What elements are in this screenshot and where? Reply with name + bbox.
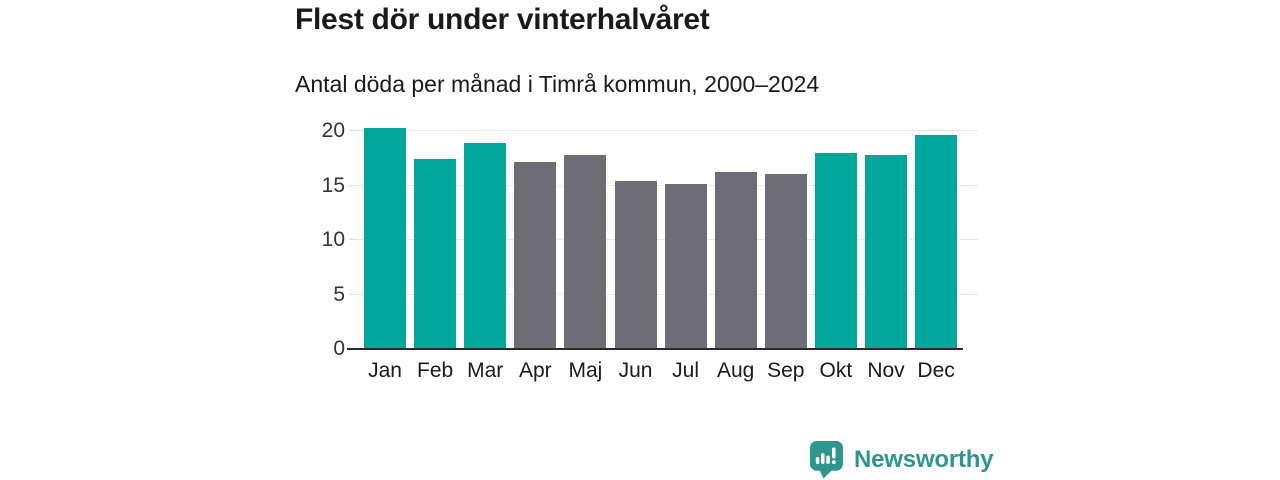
chart-title: Flest dör under vinterhalvåret [295,3,710,36]
bar-okt [814,152,857,349]
x-tick-label-dec: Dec [917,359,955,382]
x-tick-label-aug: Aug [717,359,755,382]
bar-maj [564,154,607,349]
bar-sep [764,173,807,349]
x-tick-label-feb: Feb [417,359,454,382]
x-tick-label-sep: Sep [767,359,805,382]
x-tick-label-jan: Jan [368,359,402,382]
bar-feb [414,159,457,349]
bar-nov [865,154,907,349]
brand-footer: Newsworthy [808,440,994,479]
x-tick-label-mar: Mar [467,359,504,382]
newsworthy-logo-icon [809,440,844,479]
x-tick-label-maj: Maj [568,359,603,382]
chart-subtitle: Antal döda per månad i Timrå kommun, 200… [295,71,820,97]
y-tick-mark-10 [349,239,355,240]
bar-jul [664,184,707,349]
y-tick-mark-15 [349,184,355,186]
bar-apr [514,161,557,349]
bar-aug [714,172,757,349]
y-tick-label-15: 15 [321,173,345,197]
x-tick-label-nov: Nov [867,359,905,382]
brand-name: Newsworthy [854,445,994,473]
x-tick-label-jul: Jul [672,359,700,382]
y-tick-label-20: 20 [321,119,345,142]
bar-jun [614,181,657,349]
x-tick-label-okt: Okt [819,359,853,382]
x-axis-line [347,348,963,350]
y-tick-mark-5 [349,293,355,295]
y-tick-label-5: 5 [333,282,345,306]
x-tick-label-jun: Jun [618,359,653,382]
bar-jan [364,127,406,349]
x-tick-label-apr: Apr [518,359,552,382]
y-tick-mark-20 [349,130,355,131]
bar-dec [915,135,958,349]
y-tick-label-0: 0 [333,337,345,360]
bar-chart: 0 5 10 15 20 Jan Feb Mar Apr Maj Jun Jul Aug Sep Okt N… [322,119,978,382]
gridline-20 [355,130,978,131]
bar-mar [464,143,507,349]
y-tick-label-10: 10 [321,228,345,251]
